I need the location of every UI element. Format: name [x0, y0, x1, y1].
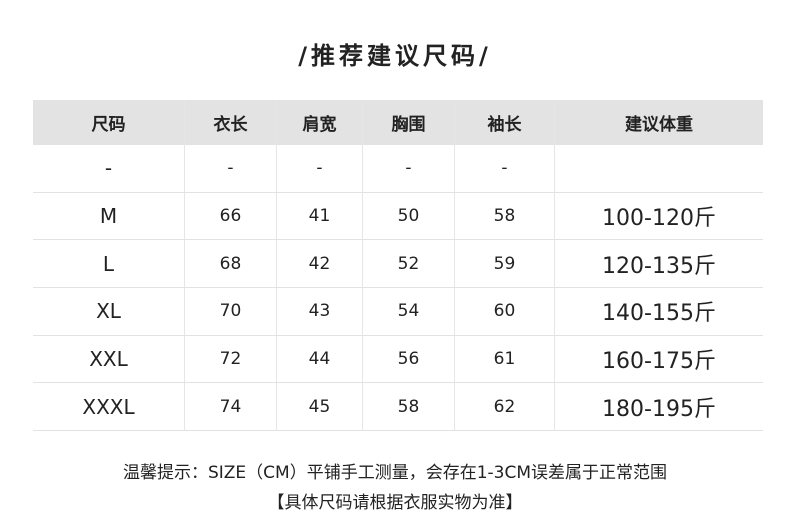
table-row: XXL 72 44 56 61 160-175斤 [33, 335, 763, 384]
table-row: M 66 41 50 58 100-120斤 [33, 192, 763, 241]
weight-cell: 140-155斤 [602, 301, 716, 327]
measure-cell: - [277, 145, 363, 192]
size-cell: - [33, 145, 185, 192]
measure-cell: 43 [277, 288, 363, 335]
header-cell: 袖长 [455, 100, 555, 145]
weight-cell: 120-135斤 [602, 253, 716, 279]
measurement-note: 温馨提示：SIZE（CM）平铺手工测量，会存在1-3CM误差属于正常范围 [122, 463, 668, 483]
disclaimer-note: 【具体尺码请根据衣服实物为准】 [267, 493, 523, 513]
measure-cell: 58 [363, 383, 455, 431]
header-cell: 建议体重 [625, 115, 693, 135]
table-header: 尺码 衣长 肩宽 胸围 袖长 建议体重 [33, 100, 763, 145]
page-title: /推荐建议尺码/ [298, 42, 492, 70]
measure-cell: - [185, 145, 277, 192]
measure-cell: - [363, 145, 455, 192]
header-cell: 肩宽 [277, 100, 363, 145]
measure-cell: 70 [185, 288, 277, 335]
measure-cell: 66 [185, 192, 277, 240]
measure-cell: 60 [455, 288, 555, 335]
size-cell: XXXL [33, 383, 185, 431]
measure-cell: 68 [185, 240, 277, 288]
weight-cell: 180-195斤 [602, 396, 716, 422]
measure-cell: 42 [277, 240, 363, 288]
measure-cell: 41 [277, 192, 363, 240]
weight-cell [555, 145, 763, 192]
measure-cell: 50 [363, 192, 455, 240]
measure-cell: 52 [363, 240, 455, 288]
weight-cell: 160-175斤 [602, 349, 716, 375]
size-cell: M [33, 192, 185, 240]
measure-cell: 59 [455, 240, 555, 288]
size-cell: L [33, 240, 185, 288]
header-cell: 尺码 [33, 100, 185, 145]
table-row: XXXL 74 45 58 62 180-195斤 [33, 383, 763, 432]
header-cell: 衣长 [185, 100, 277, 145]
measure-cell: 72 [185, 335, 277, 383]
measure-cell: 58 [455, 192, 555, 240]
measure-cell: 45 [277, 383, 363, 431]
measure-cell: 61 [455, 335, 555, 383]
measure-cell: 56 [363, 335, 455, 383]
measure-cell: 44 [277, 335, 363, 383]
size-table: 尺码 衣长 肩宽 胸围 袖长 建议体重 - - - - - M 66 41 50 58 100-12… [33, 100, 763, 432]
size-cell: XL [33, 288, 185, 335]
table-row: ----- [33, 145, 763, 193]
table-row: XL 70 43 54 60 140-155斤 [33, 288, 763, 336]
size-cell: XXL [33, 335, 185, 383]
header-cell: 胸围 [363, 100, 455, 145]
measure-cell: - [455, 145, 555, 192]
weight-cell: 100-120斤 [602, 206, 716, 232]
measure-cell: 74 [185, 383, 277, 431]
table-row: L 68 42 52 59 120-135斤 [33, 240, 763, 289]
measure-cell: 54 [363, 288, 455, 335]
measure-cell: 62 [455, 383, 555, 431]
